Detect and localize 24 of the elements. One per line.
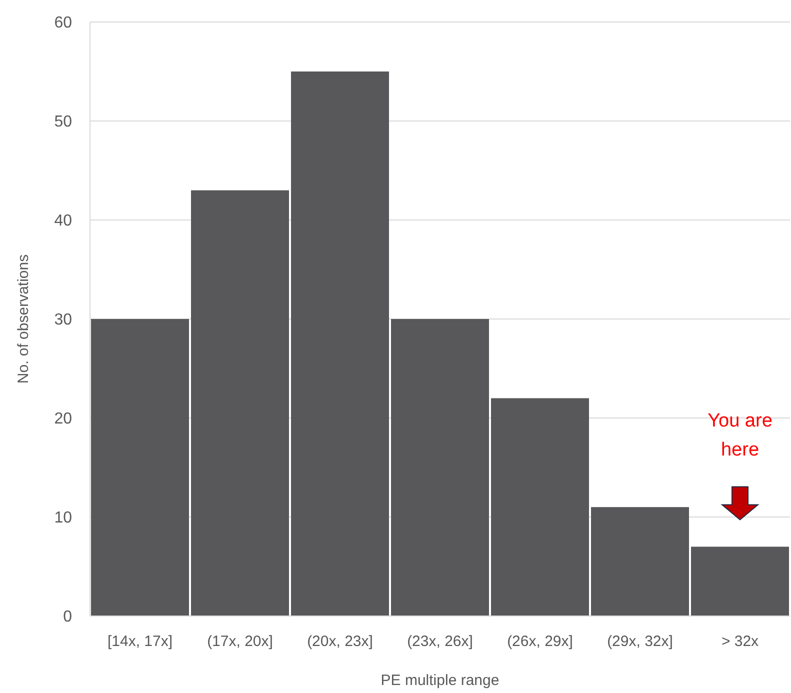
x-tick-label: (29x, 32x] [607, 633, 673, 650]
x-tick-label: [14x, 17x] [107, 633, 173, 650]
y-tick-label: 60 [54, 14, 72, 32]
y-tick-label: 50 [54, 114, 72, 131]
bar [591, 507, 689, 616]
y-tick-label: 10 [54, 510, 72, 527]
x-tick-label: > 32x [721, 633, 760, 650]
x-tick-label: (17x, 20x] [207, 633, 273, 650]
bar [491, 398, 589, 616]
x-tick-label: (20x, 23x] [307, 633, 373, 650]
x-axis-title: PE multiple range [380, 672, 500, 689]
bar [391, 319, 489, 616]
y-tick-label: 0 [63, 608, 72, 626]
x-tick-label: (23x, 26x] [407, 633, 473, 650]
annotation: You are here [708, 410, 772, 461]
y-tick-label: 30 [54, 312, 72, 329]
x-tick-label: (26x, 29x] [507, 633, 573, 650]
bar [691, 546, 789, 616]
bar [91, 319, 189, 616]
y-tick-label: 40 [54, 212, 72, 230]
bar [291, 72, 389, 616]
y-axis-title: No. of observations [15, 254, 32, 384]
bar [191, 190, 289, 616]
y-tick-label: 20 [54, 410, 72, 428]
